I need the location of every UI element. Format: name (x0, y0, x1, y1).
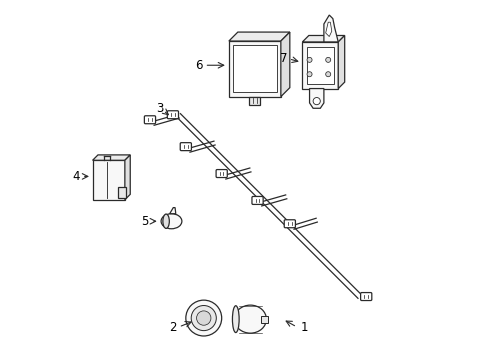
Circle shape (307, 72, 312, 77)
Ellipse shape (234, 305, 267, 333)
FancyBboxPatch shape (361, 293, 372, 301)
Bar (233, 45, 276, 92)
Circle shape (326, 72, 331, 77)
Text: 1: 1 (300, 320, 308, 333)
Circle shape (191, 306, 216, 330)
Text: 5: 5 (142, 215, 149, 228)
Text: 6: 6 (196, 59, 203, 72)
Circle shape (196, 311, 211, 325)
Bar (93, 160, 125, 200)
Polygon shape (324, 15, 338, 42)
Polygon shape (302, 36, 344, 42)
FancyBboxPatch shape (216, 170, 227, 177)
Polygon shape (93, 155, 130, 160)
Circle shape (326, 57, 331, 62)
Polygon shape (310, 89, 324, 108)
Circle shape (313, 98, 320, 105)
Ellipse shape (232, 306, 239, 333)
Bar (307, 46, 334, 84)
Text: 4: 4 (73, 170, 80, 183)
Ellipse shape (163, 214, 170, 228)
Circle shape (307, 57, 312, 62)
Polygon shape (281, 32, 290, 96)
Bar (118, 187, 125, 198)
FancyBboxPatch shape (284, 220, 295, 228)
FancyBboxPatch shape (167, 111, 178, 119)
FancyBboxPatch shape (145, 116, 155, 124)
Polygon shape (170, 208, 176, 214)
Polygon shape (338, 36, 344, 89)
Ellipse shape (161, 214, 182, 229)
Text: 3: 3 (156, 102, 163, 115)
Circle shape (186, 300, 221, 336)
FancyBboxPatch shape (180, 143, 192, 150)
Text: 7: 7 (280, 52, 288, 65)
Bar (302, 42, 338, 89)
Bar (229, 41, 281, 96)
Bar (249, 96, 260, 104)
Polygon shape (229, 32, 290, 41)
FancyBboxPatch shape (252, 197, 263, 204)
Text: 2: 2 (170, 320, 177, 333)
Polygon shape (125, 155, 130, 200)
Bar (261, 316, 268, 323)
Polygon shape (326, 22, 332, 37)
